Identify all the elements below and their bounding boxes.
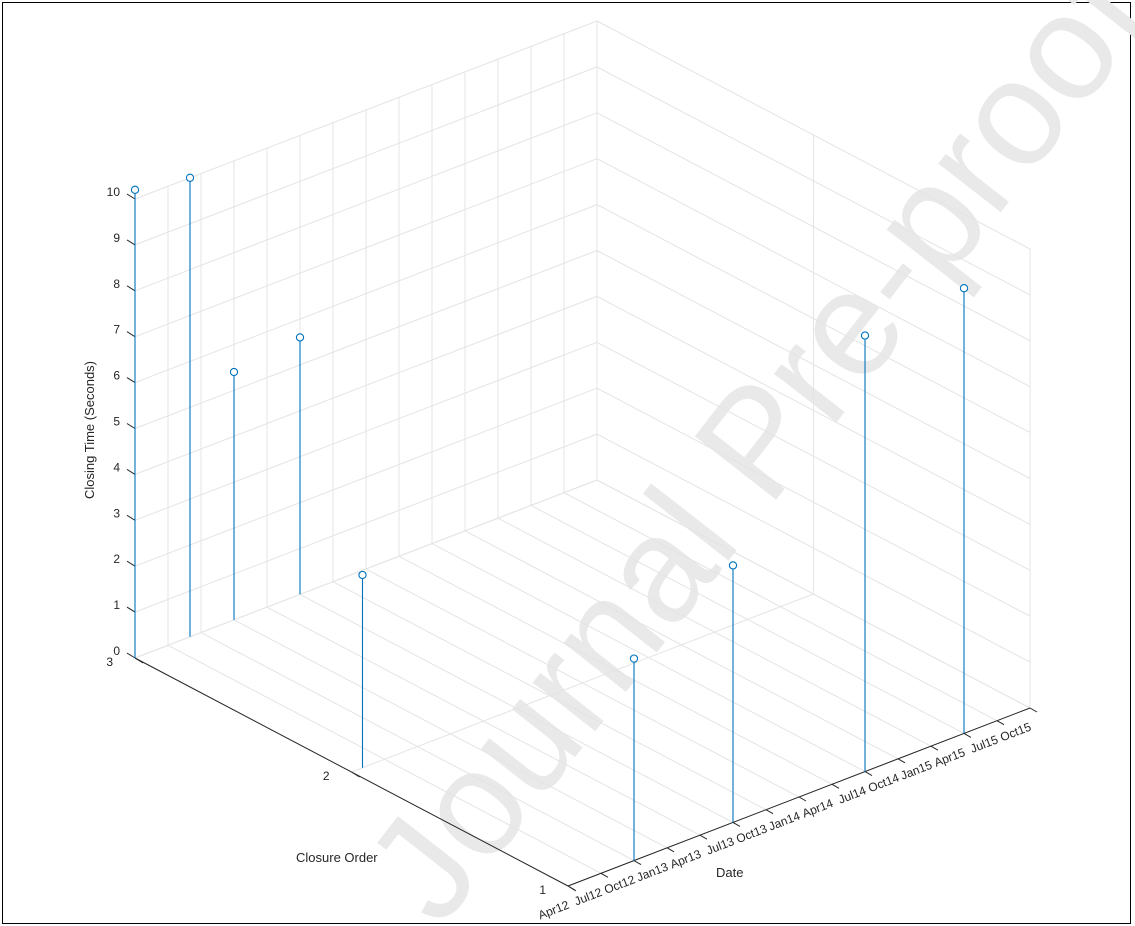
z-tick-label: 1 — [113, 598, 120, 612]
z-tick-label: 2 — [113, 552, 120, 566]
stem-marker — [296, 334, 303, 341]
x-tick-label: Jan13 — [635, 859, 671, 884]
x-axis-label: Date — [716, 865, 743, 880]
x-tick-label: Jul14 — [836, 783, 868, 806]
y-tick-label: 2 — [323, 769, 330, 783]
x-tick — [667, 848, 674, 852]
x-tick — [997, 721, 1004, 725]
z-tick-label: 7 — [113, 323, 120, 337]
x-tick-label: Oct15 — [998, 720, 1033, 745]
y-tick-label: 1 — [539, 883, 546, 897]
x-tick — [964, 733, 971, 737]
y-tick-label: 3 — [106, 655, 113, 669]
x-tick — [832, 784, 839, 788]
x-tick — [931, 746, 938, 750]
x-tick — [766, 810, 773, 814]
stem-marker — [186, 174, 193, 181]
x-tick-label: Apr12 — [536, 898, 571, 923]
z-tick-label: 8 — [113, 277, 120, 291]
y-axis-label: Closure Order — [296, 850, 378, 865]
stem-marker — [630, 655, 637, 662]
x-tick-label: Jan15 — [899, 758, 935, 783]
x-tick-label: Jul15 — [968, 732, 1000, 755]
z-tick — [127, 332, 135, 337]
stem-marker — [729, 562, 736, 569]
z-tick — [127, 378, 135, 383]
y-tick — [135, 658, 143, 663]
x-tick-label: Oct12 — [602, 872, 637, 897]
y-tick — [352, 772, 360, 777]
z-tick-label: 9 — [113, 231, 120, 245]
stem-marker — [230, 368, 237, 375]
x-tick — [733, 822, 740, 826]
x-tick — [898, 759, 905, 763]
x-tick-label: Apr14 — [800, 796, 835, 821]
x-tick-label: Apr13 — [668, 847, 703, 872]
x-tick-label: Oct13 — [734, 821, 769, 846]
z-tick-label: 5 — [113, 415, 120, 429]
x-tick-label: Jul12 — [572, 885, 604, 908]
z-tick-label: 4 — [113, 460, 120, 474]
z-tick — [127, 515, 135, 520]
y-tick — [568, 886, 576, 891]
z-tick-label: 3 — [113, 506, 120, 520]
x-tick — [865, 772, 872, 776]
z-tick — [127, 607, 135, 612]
stem-marker — [359, 571, 366, 578]
x-tick-label: Oct14 — [866, 770, 901, 795]
z-tick — [127, 286, 135, 291]
x-tick-label: Jul13 — [704, 834, 736, 857]
x-tick — [634, 861, 641, 865]
z-tick — [127, 561, 135, 566]
stem-marker — [131, 186, 138, 193]
z-tick — [127, 469, 135, 474]
x-tick — [799, 797, 806, 801]
x-tick-label: Apr15 — [932, 745, 967, 770]
z-tick-label: 10 — [107, 185, 121, 199]
z-tick — [127, 240, 135, 245]
x-tick — [700, 835, 707, 839]
z-tick — [127, 424, 135, 429]
x-tick — [601, 873, 608, 877]
z-tick — [127, 194, 135, 199]
z-tick — [127, 653, 135, 658]
z-tick-label: 6 — [113, 369, 120, 383]
x-tick-label: Jan14 — [767, 809, 803, 834]
stem-marker — [861, 332, 868, 339]
z-tick-label: 0 — [113, 644, 120, 658]
stem-marker — [960, 285, 967, 292]
x-tick — [1030, 708, 1037, 712]
z-axis-label: Closing Time (Seconds) — [82, 361, 97, 499]
